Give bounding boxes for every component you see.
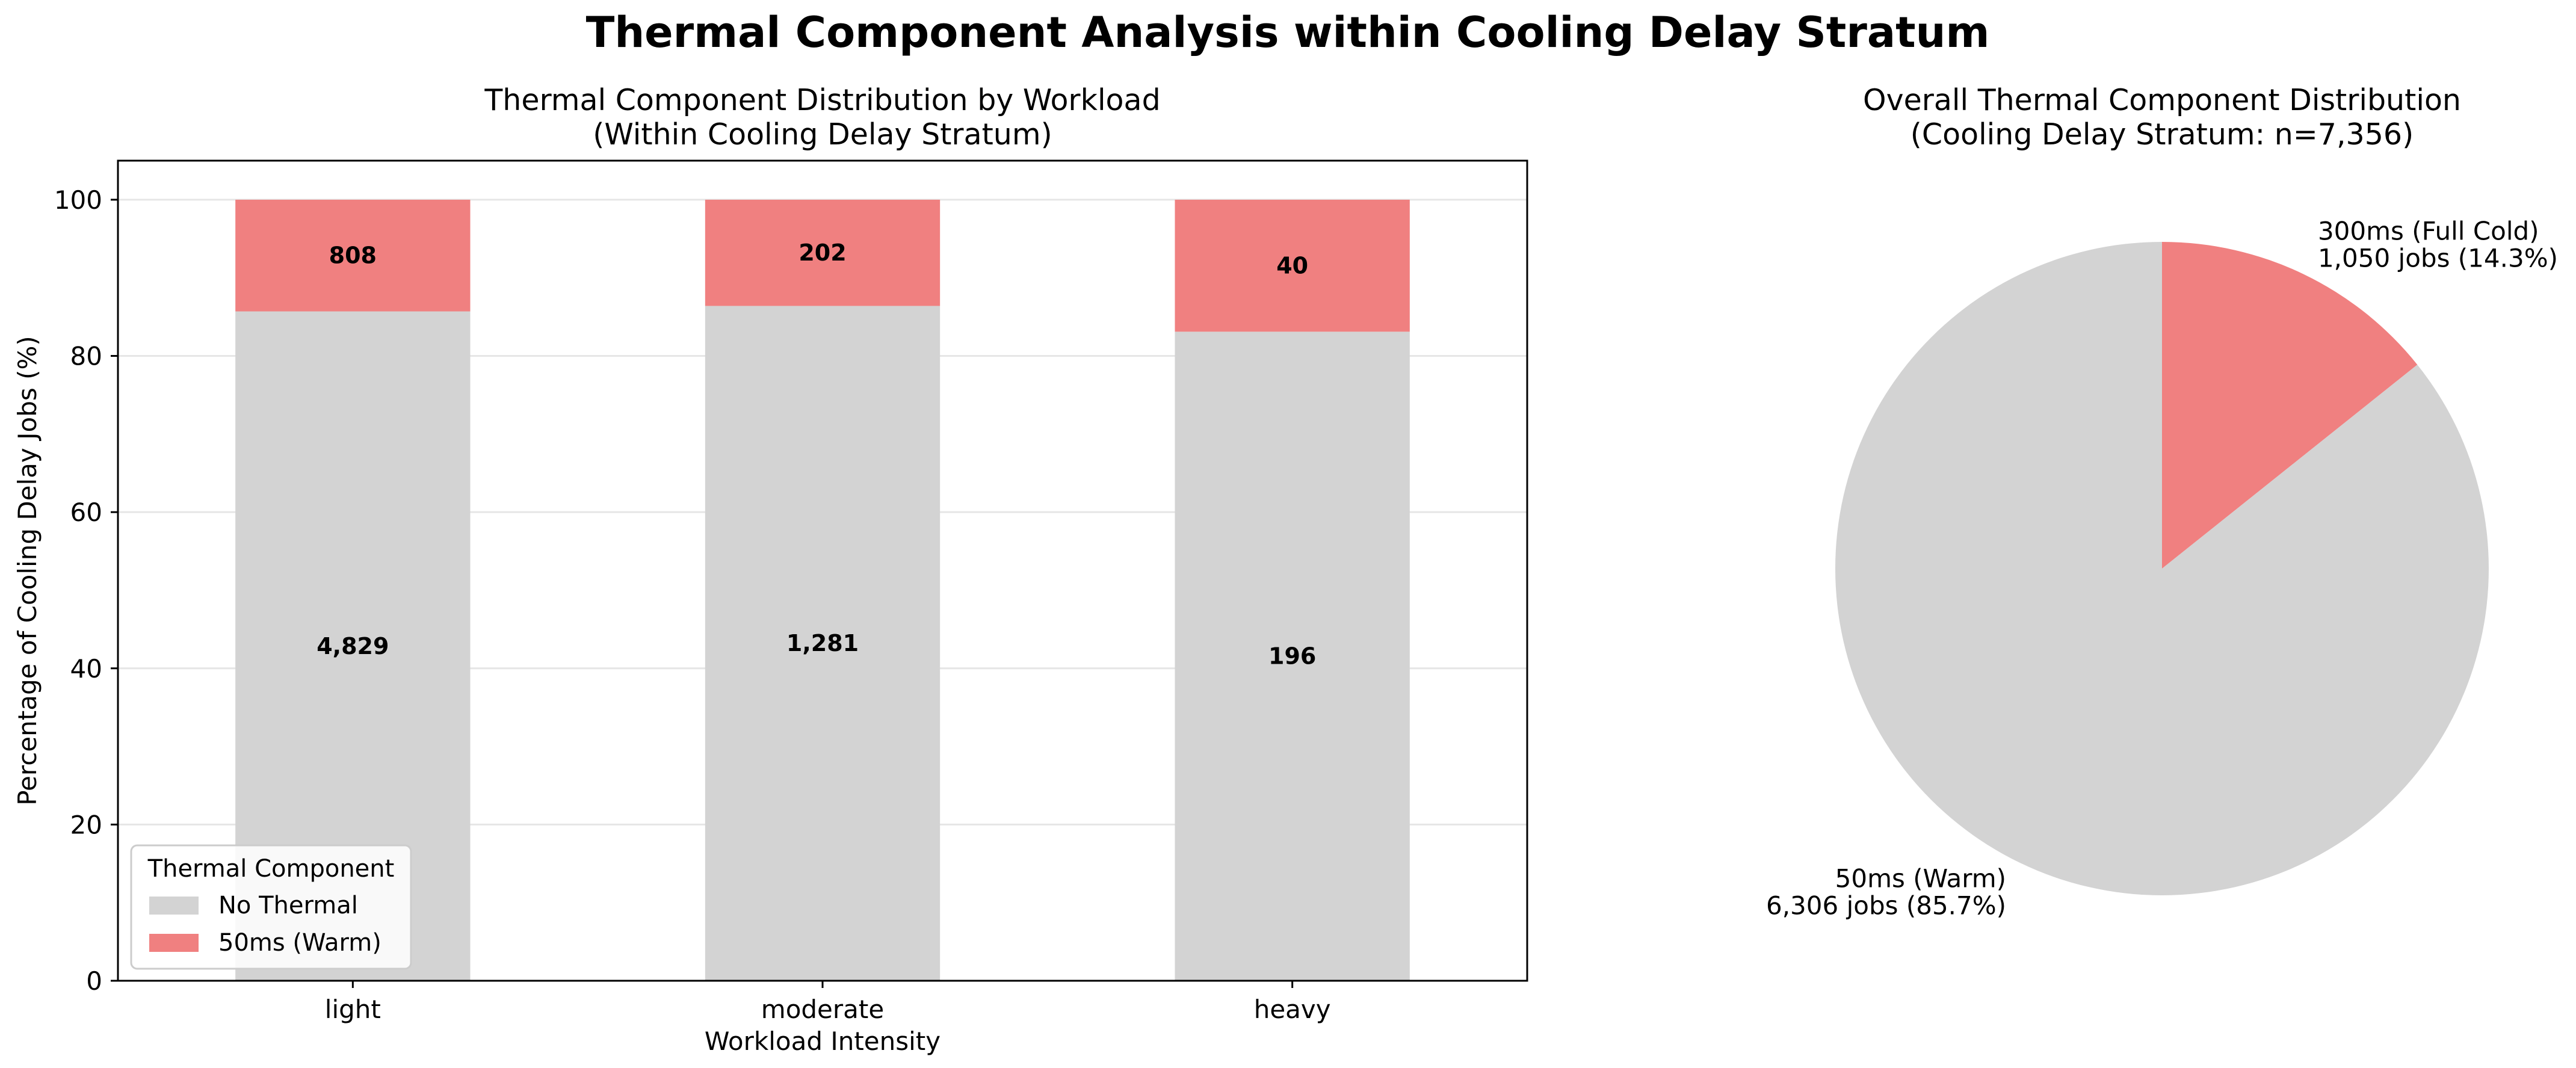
bar-chart-title: Thermal Component Distribution by Worklo… [484, 83, 1160, 117]
y-tick-label: 40 [70, 654, 102, 684]
pie-label-name: 50ms (Warm) [1835, 864, 2006, 894]
pie-label-detail: 6,306 jobs (85.7%) [1766, 891, 2006, 921]
legend-entry: 50ms (Warm) [218, 929, 381, 957]
pie-chart-title: Overall Thermal Component Distribution [1863, 83, 2461, 117]
pie-slice-warm [1835, 242, 2489, 895]
figure-title: Thermal Component Analysis within Coolin… [586, 8, 1990, 57]
bar-data-label: 202 [798, 239, 846, 266]
bar-data-label: 196 [1268, 643, 1316, 670]
bar-axes-frame [117, 159, 1528, 982]
pie-label-detail: 1,050 jobs (14.3%) [2318, 243, 2558, 273]
x-tick-label: light [325, 995, 381, 1024]
legend-swatch [149, 934, 199, 952]
pie-slice-label: 300ms (Full Cold)1,050 jobs (14.3%) [2318, 216, 2558, 273]
bar-segment-heavy-no-thermal [1175, 332, 1410, 981]
bar-segment-light-warm [235, 199, 471, 312]
y-tick-label: 60 [70, 498, 102, 527]
y-tick-label: 80 [70, 342, 102, 371]
pie-chart: Overall Thermal Component Distribution(C… [1766, 83, 2558, 921]
legend: Thermal Component No Thermal 50ms (Warm) [130, 844, 412, 970]
pie-slice-full-cold [2162, 242, 2418, 569]
legend-entry: No Thermal [218, 892, 358, 919]
bar-segment-moderate-no-thermal [705, 306, 941, 981]
x-axis-label: Workload Intensity [705, 1026, 941, 1056]
bar-chart: Thermal Component Distribution by Worklo… [13, 83, 1528, 1056]
pie-label-name: 300ms (Full Cold) [2318, 216, 2539, 245]
y-tick-label: 0 [86, 966, 102, 996]
bar-chart-subtitle: (Within Cooling Delay Stratum) [593, 117, 1052, 152]
x-tick-label: moderate [761, 995, 884, 1024]
legend-swatch [149, 897, 199, 915]
x-tick-label: heavy [1254, 995, 1331, 1024]
bar-data-label: 1,281 [786, 630, 859, 656]
y-axis-label: Percentage of Cooling Delay Jobs (%) [13, 336, 42, 806]
pie-slice-label: 50ms (Warm)6,306 jobs (85.7%) [1766, 864, 2006, 921]
legend-box [130, 844, 412, 970]
bar-segment-moderate-warm [705, 199, 941, 306]
bar-segment-heavy-warm [1175, 199, 1410, 332]
y-tick-label: 20 [70, 810, 102, 839]
bar-data-label: 4,829 [317, 633, 389, 659]
bar-data-label: 40 [1276, 253, 1308, 279]
y-tick-label: 100 [54, 185, 102, 215]
pie-chart-subtitle: (Cooling Delay Stratum: n=7,356) [1910, 117, 2414, 152]
bar-data-label: 808 [329, 242, 377, 269]
legend-title: Thermal Component [147, 855, 395, 883]
